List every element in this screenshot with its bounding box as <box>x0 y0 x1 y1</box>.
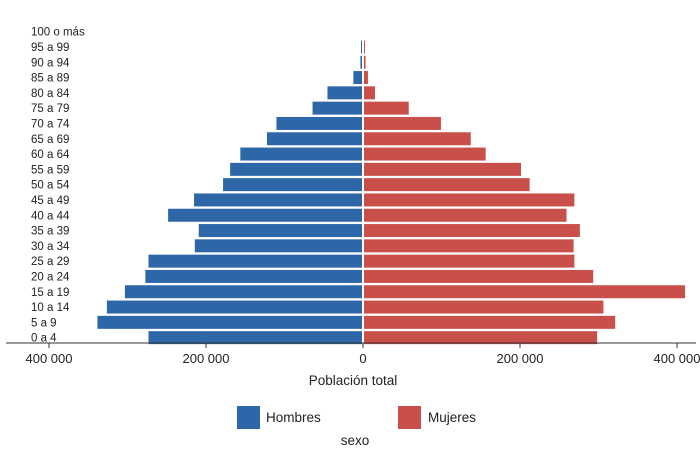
bar-mujeres <box>364 254 575 268</box>
age-group-label: 5 a 9 <box>31 317 57 329</box>
bar-hombres <box>361 40 362 54</box>
age-group-label: 85 a 89 <box>31 73 69 85</box>
age-group-label: 70 a 74 <box>31 118 70 130</box>
legend-title: sexo <box>341 433 370 448</box>
age-group-label: 45 a 49 <box>31 195 69 207</box>
age-group-label: 50 a 54 <box>31 180 70 192</box>
bar-mujeres <box>364 331 598 345</box>
age-group-label: 0 a 4 <box>31 333 57 345</box>
bar-mujeres <box>364 162 521 176</box>
bar-mujeres <box>364 55 366 69</box>
age-group-label: 30 a 34 <box>31 241 70 253</box>
bar-hombres <box>194 193 362 207</box>
x-axis: 400 000 200 000 0 200 000 400 000 <box>6 342 700 366</box>
bar-mujeres <box>364 101 409 115</box>
bar-mujeres <box>364 116 441 130</box>
bar-hombres <box>230 162 362 176</box>
age-group-label: 20 a 24 <box>31 271 70 283</box>
bar-mujeres <box>364 86 375 100</box>
age-group-label: 15 a 19 <box>31 287 69 299</box>
bar-mujeres <box>364 269 594 283</box>
age-group-label: 10 a 14 <box>31 302 70 314</box>
age-group-label: 100 o más <box>31 27 85 39</box>
age-group-label: 35 a 39 <box>31 226 69 238</box>
bar-hombres <box>97 315 362 329</box>
bar-mujeres <box>364 315 616 329</box>
bar-mujeres <box>364 178 530 192</box>
age-group-label: 25 a 29 <box>31 256 69 268</box>
bar-hombres <box>145 269 362 283</box>
age-group-label: 55 a 59 <box>31 164 69 176</box>
bar-mujeres <box>364 71 368 85</box>
bar-mujeres <box>364 285 686 299</box>
bar-hombres <box>312 101 362 115</box>
bar-hombres <box>267 132 362 146</box>
x-tick-label: 0 <box>359 351 366 366</box>
x-tick-label: 400 000 <box>654 351 700 366</box>
bar-hombres <box>194 239 362 253</box>
age-group-label: 75 a 79 <box>31 103 69 115</box>
x-tick-label: 200 000 <box>497 351 544 366</box>
bar-mujeres <box>364 300 604 314</box>
legend-swatch-hombres <box>237 406 260 429</box>
age-group-label: 60 a 64 <box>31 149 70 161</box>
bar-mujeres <box>364 40 365 54</box>
age-group-label: 80 a 84 <box>31 88 70 100</box>
bar-hombres <box>148 331 362 345</box>
bar-hombres <box>276 116 362 130</box>
bars <box>97 40 686 345</box>
bar-hombres <box>148 254 362 268</box>
bar-hombres <box>223 178 362 192</box>
legend-label-hombres: Hombres <box>266 410 321 425</box>
x-tick-label: 400 000 <box>26 351 73 366</box>
bar-hombres <box>240 147 362 161</box>
legend-label-mujeres: Mujeres <box>428 410 476 425</box>
legend-swatch-mujeres <box>398 406 421 429</box>
bar-hombres <box>124 285 363 299</box>
x-axis-title: Población total <box>309 373 398 388</box>
legend: Hombres Mujeres <box>237 406 476 429</box>
bar-mujeres <box>364 147 486 161</box>
bar-mujeres <box>364 193 575 207</box>
age-group-label: 90 a 94 <box>31 57 70 69</box>
bar-mujeres <box>364 208 567 222</box>
age-group-label: 95 a 99 <box>31 42 69 54</box>
bar-mujeres <box>364 239 574 253</box>
x-tick-label: 200 000 <box>183 351 230 366</box>
age-group-label: 65 a 69 <box>31 134 69 146</box>
bar-hombres <box>198 224 362 238</box>
bar-mujeres <box>364 132 471 146</box>
bar-hombres <box>327 86 362 100</box>
bar-hombres <box>353 71 362 85</box>
bar-hombres <box>360 55 362 69</box>
age-labels: 0 a 4 5 a 9 10 a 14 15 a 19 20 a 24 25 a 29 30… <box>31 27 85 345</box>
bar-hombres <box>168 208 362 222</box>
bar-mujeres <box>364 224 580 238</box>
bar-hombres <box>106 300 362 314</box>
age-group-label: 40 a 44 <box>31 210 70 222</box>
